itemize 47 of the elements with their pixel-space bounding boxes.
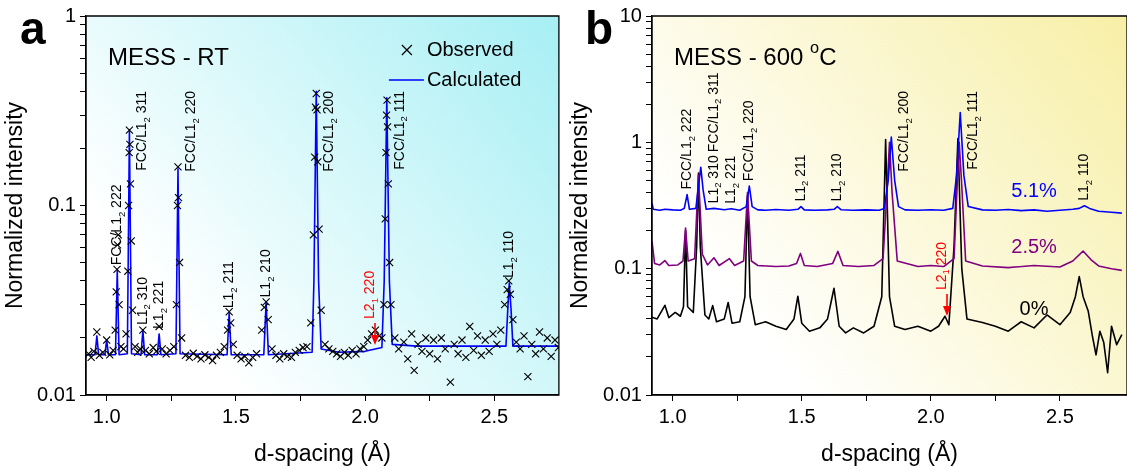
annotation: FCC/L12 222: [108, 184, 127, 266]
text: MESS - RT: [108, 42, 230, 70]
x-tick-label: 1.5: [787, 404, 816, 427]
y-axis-title: Normalized intensity: [1, 101, 28, 310]
y-tick-label: 0.01: [603, 382, 642, 405]
annotation: L12 110: [1075, 153, 1094, 201]
x-tick-label: 2.5: [1045, 404, 1074, 427]
y-tick-label: 0.1: [48, 193, 76, 216]
annotation: FCC/L12 311: [704, 72, 724, 153]
annotation: FCC/L12 111: [390, 90, 410, 170]
annotation: FCC/L12 111: [964, 90, 983, 170]
legend-label: Calculated: [426, 67, 522, 90]
annotation: L12 211: [791, 154, 811, 202]
annotation: FCC/L12 200: [320, 90, 339, 172]
x-tick-label: 1.0: [658, 404, 687, 427]
annotation: FCC/L12 220: [181, 90, 201, 172]
annotation: L21 220: [932, 241, 952, 291]
x-axis-title: d-spacing (Å): [254, 438, 391, 466]
y-tick-label: 10: [619, 3, 642, 26]
x-tick-label: 1.0: [92, 404, 121, 427]
annotation: L21 220: [361, 270, 380, 319]
annotation: L12 221: [722, 155, 741, 204]
y-axis-title: Normalized intensity: [566, 101, 593, 310]
annotation: L12 211: [220, 260, 239, 309]
series-label: 5.1%: [1011, 179, 1058, 202]
text: a: [20, 1, 46, 54]
x-tick-label: 1.5: [221, 404, 250, 427]
y-tick-label: 1: [64, 3, 76, 26]
annotation: L12 210: [256, 249, 276, 298]
y-tick-label: 0.01: [37, 382, 76, 405]
series-label: 0%: [1019, 297, 1049, 320]
y-tick-label: 0.1: [614, 256, 642, 279]
annotation: FCC/L12 220: [740, 100, 759, 182]
x-axis-title: d-spacing (Å): [821, 438, 958, 466]
text: b: [585, 1, 614, 54]
annotation: L12 210: [828, 153, 847, 202]
annotation: L12 310: [704, 155, 724, 204]
legend-label: Observed: [426, 37, 514, 60]
x-tick-label: 2.5: [480, 404, 509, 427]
annotation: FCC/L12 222: [677, 108, 697, 190]
series-label: 2.5%: [1011, 234, 1058, 257]
annotation: FCC/L12 311: [133, 90, 152, 171]
annotation: FCC/L12 200: [895, 90, 914, 172]
x-tick-label: 2.0: [916, 404, 945, 427]
y-tick-label: 1: [630, 129, 642, 152]
annotation: L12 110: [500, 230, 519, 278]
x-tick-label: 2.0: [351, 404, 379, 427]
